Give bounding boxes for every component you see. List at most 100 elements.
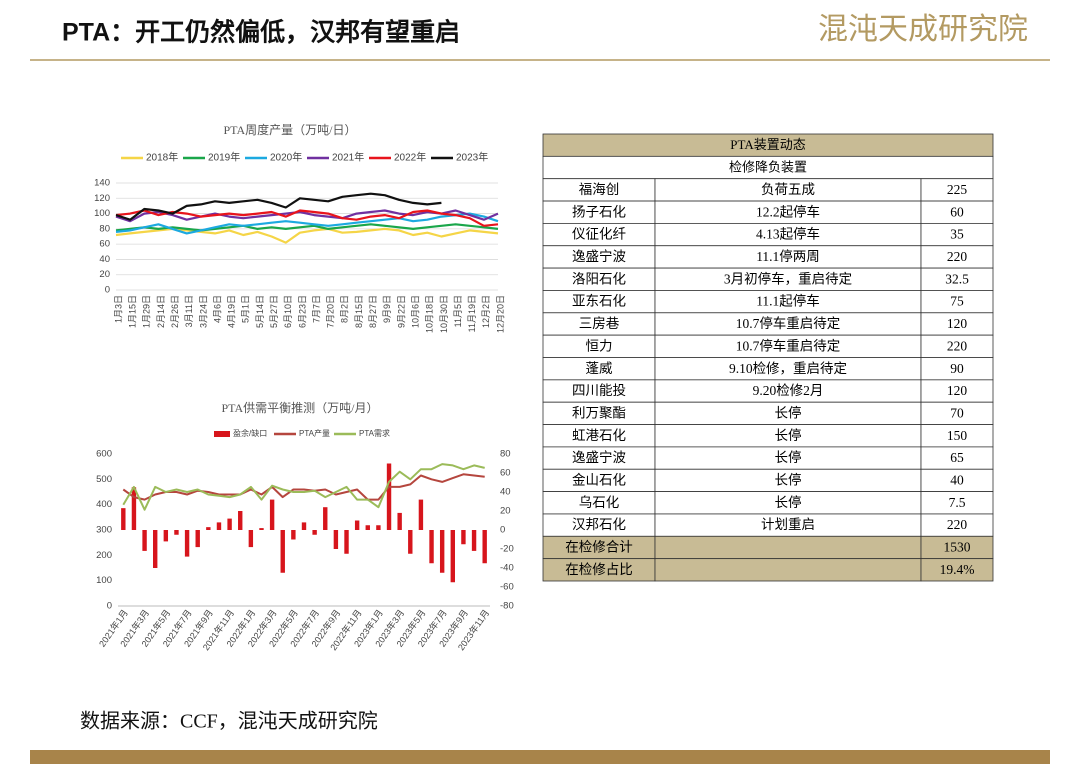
bar bbox=[163, 530, 169, 542]
bar bbox=[333, 530, 339, 549]
table-header: 检修降负装置 bbox=[729, 160, 807, 175]
y-tick-label: 200 bbox=[96, 550, 112, 561]
y-tick-label: -60 bbox=[500, 582, 514, 593]
bar bbox=[121, 508, 126, 530]
bar bbox=[418, 499, 424, 530]
table-cell-text: 220 bbox=[947, 249, 968, 264]
bar bbox=[291, 530, 296, 540]
x-tick-label: 5月27日 bbox=[269, 295, 279, 328]
table-cell-text: 60 bbox=[950, 204, 964, 219]
slide-title: PTA：开工仍然偏低，汉邦有望重启 bbox=[62, 18, 460, 47]
x-tick-label: 2月14日 bbox=[156, 295, 166, 328]
bar bbox=[269, 499, 275, 530]
y-tick-label: -40 bbox=[500, 563, 514, 574]
x-tick-label: 10月18日 bbox=[425, 295, 435, 333]
table-cell-text: 汉邦石化 bbox=[572, 517, 626, 532]
bar bbox=[482, 530, 487, 564]
y-tick-label: 60 bbox=[500, 468, 511, 479]
legend-label: 2022年 bbox=[394, 151, 426, 164]
bar bbox=[354, 520, 360, 530]
bar bbox=[227, 518, 232, 530]
legend-label: PTA需求 bbox=[359, 428, 390, 438]
table-cell-text: 长停 bbox=[775, 494, 802, 510]
legend-label: 盈余/缺口 bbox=[233, 428, 267, 438]
y-tick-label: -20 bbox=[500, 544, 514, 555]
bar bbox=[323, 507, 328, 530]
table-cell-text: 220 bbox=[947, 338, 968, 353]
bar bbox=[312, 530, 317, 535]
x-tick-label: 1月29日 bbox=[142, 295, 152, 328]
bar bbox=[248, 530, 254, 548]
x-tick-label: 9月9日 bbox=[382, 295, 392, 323]
legend-label: 2021年 bbox=[332, 151, 364, 164]
legend-swatch bbox=[214, 431, 230, 437]
table-cell-text: 四川能投 bbox=[572, 383, 626, 398]
table-cell-text: 逸盛宁波 bbox=[572, 248, 626, 264]
legend-label: 2023年 bbox=[456, 151, 488, 164]
table-cell-text: 225 bbox=[947, 182, 968, 197]
bar bbox=[195, 530, 200, 548]
x-tick-label: 12月20日 bbox=[495, 295, 505, 333]
table-cell-text: 120 bbox=[947, 316, 968, 331]
table-cell-text: 10.7停车重启待定 bbox=[736, 337, 841, 353]
y-tick-label: -80 bbox=[500, 601, 514, 612]
table-cell-text: 150 bbox=[947, 428, 968, 443]
table-cell-text: 金山石化 bbox=[572, 473, 626, 488]
bar bbox=[259, 528, 264, 530]
x-tick-label: 5月1日 bbox=[241, 295, 251, 323]
table-cell-text: 10.7停车重启待定 bbox=[736, 315, 841, 331]
bar bbox=[344, 530, 349, 554]
table-cell-text: 3月初停车，重启待定 bbox=[724, 270, 852, 286]
table-cell-text: 120 bbox=[947, 383, 968, 398]
x-tick-label: 8月15日 bbox=[354, 295, 364, 328]
table-cell-text: 逸盛宁波 bbox=[572, 449, 626, 465]
table-cell-text: 仪征化纤 bbox=[572, 227, 626, 242]
legend-label: PTA产量 bbox=[299, 428, 330, 438]
table-cell-text: 负荷五成 bbox=[761, 182, 815, 197]
bar bbox=[206, 527, 211, 530]
table-cell-text: 40 bbox=[950, 473, 964, 488]
y-tick-label: 0 bbox=[500, 525, 505, 536]
x-tick-label: 3月11日 bbox=[184, 295, 194, 327]
y-tick-label: 20 bbox=[99, 269, 110, 280]
table-cell-text: 19.4% bbox=[940, 562, 975, 577]
bar bbox=[376, 525, 381, 530]
legend-label: 2019年 bbox=[208, 151, 240, 164]
bar bbox=[174, 530, 179, 535]
series-line bbox=[115, 209, 499, 227]
table-cell-text: 利万聚酯 bbox=[572, 405, 626, 420]
x-tick-label: 3月24日 bbox=[198, 295, 208, 328]
table-cell-text: 洛阳石化 bbox=[572, 271, 626, 286]
chart-title: PTA周度产量（万吨/日） bbox=[223, 122, 356, 137]
bar bbox=[397, 512, 402, 530]
logo: 混沌天成研究院 bbox=[818, 13, 1028, 46]
chart: PTA供需平衡推测（万吨/月）0100200300400500600-80-60… bbox=[96, 401, 514, 653]
x-tick-label: 2月26日 bbox=[170, 295, 180, 328]
x-tick-label: 1月15日 bbox=[128, 295, 138, 328]
bar bbox=[439, 530, 445, 573]
y-tick-label: 300 bbox=[96, 525, 112, 536]
chart-title: PTA供需平衡推测（万吨/月） bbox=[221, 401, 378, 415]
table-cell-text: 乌石化 bbox=[579, 495, 620, 510]
y-tick-label: 40 bbox=[500, 487, 511, 498]
table-cell-text: 在检修合计 bbox=[565, 540, 633, 555]
x-tick-label: 11月19日 bbox=[467, 295, 477, 332]
table-cell-text: 亚东石化 bbox=[572, 294, 626, 309]
bar bbox=[450, 530, 455, 583]
table-cell-text: 90 bbox=[950, 361, 964, 376]
bar bbox=[153, 530, 158, 568]
y-tick-label: 0 bbox=[107, 601, 112, 612]
series-line bbox=[115, 212, 499, 235]
table-cell-text: 65 bbox=[950, 450, 964, 465]
bar bbox=[471, 530, 477, 551]
table-cell-text: 恒力 bbox=[586, 338, 613, 353]
table-cell-text: 70 bbox=[950, 405, 964, 420]
legend-label: 2020年 bbox=[270, 151, 302, 164]
table-cell-text: 虹港石化 bbox=[572, 428, 626, 443]
chart: PTA周度产量（万吨/日） 0 20 40 60 80 100 120 140 1月3日 1月15日… bbox=[94, 122, 505, 333]
x-tick-label: 10月30日 bbox=[439, 295, 449, 333]
series-line bbox=[115, 227, 499, 244]
y-tick-label: 100 bbox=[96, 575, 112, 586]
y-tick-label: 80 bbox=[500, 449, 511, 460]
